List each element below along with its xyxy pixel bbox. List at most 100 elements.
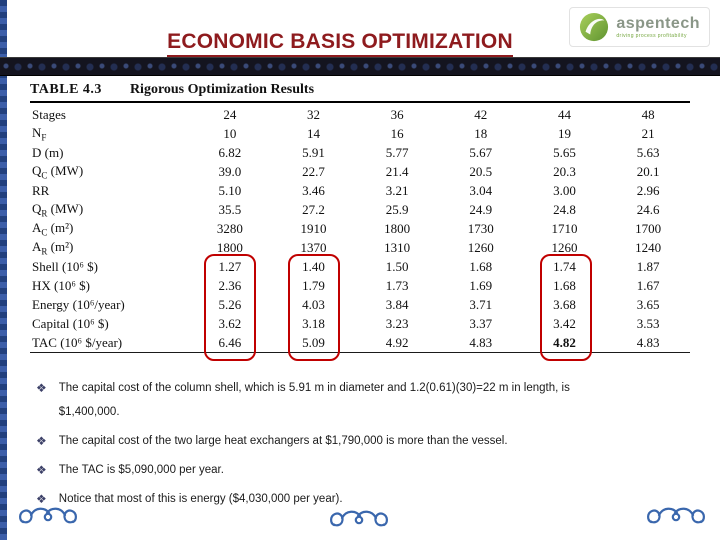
table-cell: 4.82 <box>553 334 576 350</box>
table-cell: 5.67 <box>469 144 493 160</box>
highlight-box-col-44 <box>540 254 592 361</box>
table-cell: 3.84 <box>385 296 409 312</box>
table-cell: 19 <box>557 125 571 141</box>
table-row: RR 5.10 3.46 3.21 3.04 3.00 2.96 <box>30 181 690 200</box>
top-ornament-band <box>0 57 720 76</box>
table-cell: 6.46 <box>218 334 242 350</box>
table-cell: 1700 <box>635 220 662 236</box>
table-cell: 4.83 <box>636 334 660 350</box>
table-cell: 1710 <box>551 220 578 236</box>
table-top-rule <box>30 101 690 103</box>
table-cell: 39.0 <box>218 163 242 179</box>
table-cell: 5.63 <box>636 144 660 160</box>
table-cell: 3.42 <box>553 315 576 331</box>
table-cell: 1260 <box>551 239 578 255</box>
table-cell: 44 <box>557 106 571 122</box>
table-cell: 2.96 <box>636 182 660 198</box>
table-cell: 32 <box>306 106 320 122</box>
table-cell: 24 <box>223 106 237 122</box>
table-cell: 3.46 <box>302 182 325 198</box>
row-label: Energy (10⁶/year) <box>32 296 125 312</box>
bullet-item: ❖ The TAC is $5,090,000 per year. <box>36 458 692 482</box>
bullet-text: The capital cost of the column shell, wh… <box>58 382 570 418</box>
table-cell: 20.1 <box>636 163 660 179</box>
table-row: QR (MW) 35.5 27.2 25.9 24.9 24.8 24.6 <box>30 200 690 219</box>
table-number: TABLE 4.3 <box>30 82 102 97</box>
table-cell: 36 <box>390 106 404 122</box>
cloud-ornament-left <box>19 507 77 524</box>
table-row: QC (MW) 39.0 22.7 21.4 20.5 20.3 20.1 <box>30 162 690 181</box>
table-cell: 1.69 <box>469 277 493 293</box>
row-label: Stages <box>32 106 66 122</box>
bullet-item: ❖ The capital cost of the column shell, w… <box>36 376 692 424</box>
table-cell: 5.77 <box>385 144 409 160</box>
table-cell: 3.23 <box>385 315 409 331</box>
table-cell: 3.00 <box>553 182 576 198</box>
table-cell: 6.82 <box>218 144 242 160</box>
table-cell: 1370 <box>300 239 327 255</box>
table-cell: 1.40 <box>302 258 325 274</box>
table-cell: 14 <box>306 125 320 141</box>
table-cell: 5.65 <box>553 144 576 160</box>
table-cell: 1910 <box>300 220 327 236</box>
bullet-text: Notice that most of this is energy ($4,0… <box>58 493 343 505</box>
table-cell: 4.03 <box>302 296 325 312</box>
table-cell: 4.83 <box>469 334 493 350</box>
table-cell: 3.53 <box>636 315 660 331</box>
table-row: AR (m²) 1800 1370 1310 1260 1260 1240 <box>30 238 690 257</box>
table-row: Shell (10⁶ $) 1.27 1.40 1.50 1.68 1.74 1.87 <box>30 257 690 276</box>
row-label: Capital (10⁶ $) <box>32 315 109 331</box>
table-row: AC (m²) 3280 1910 1800 1730 1710 1700 <box>30 219 690 238</box>
table-cell: 4.92 <box>385 334 409 350</box>
table-cell: 3.68 <box>553 296 576 312</box>
table-cell: 24.8 <box>553 201 576 217</box>
table-cell: 1.79 <box>302 277 325 293</box>
cloud-ornament-center <box>330 510 388 527</box>
table-cell: 21 <box>641 125 655 141</box>
table-cell: 24.6 <box>636 201 660 217</box>
table-cell: 18 <box>474 125 488 141</box>
row-label: D (m) <box>32 144 64 160</box>
bullet-item: ❖ Notice that most of this is energy ($4,… <box>36 487 692 511</box>
table-cell: 1730 <box>467 220 494 236</box>
diamond-bullet-icon: ❖ <box>36 434 47 448</box>
aspentech-logo-icon <box>580 12 609 42</box>
table-cell: 3280 <box>216 220 243 236</box>
table-cell: 1240 <box>635 239 662 255</box>
table-cell: 20.5 <box>469 163 493 179</box>
table-cell: 3.71 <box>469 296 493 312</box>
table-cell: 3.62 <box>218 315 242 331</box>
bullet-item: ❖ The capital cost of the two large heat … <box>36 429 692 453</box>
table-cell: 22.7 <box>302 163 325 179</box>
table-cell: 5.91 <box>302 144 325 160</box>
row-label: TAC (10⁶ $/year) <box>32 334 123 350</box>
logo-tagline: driving process profitability <box>616 33 687 39</box>
row-label: QC (MW) <box>32 162 84 181</box>
table-cell: 20.3 <box>553 163 576 179</box>
bullet-text: The TAC is $5,090,000 per year. <box>58 464 224 476</box>
table-cell: 1.67 <box>636 277 660 293</box>
row-label: QR (MW) <box>32 200 84 219</box>
logo-text: aspentech driving process profitability <box>616 15 700 39</box>
diamond-bullet-icon: ❖ <box>36 463 47 477</box>
aspentech-logo: aspentech driving process profitability <box>569 7 710 47</box>
logo-brand: aspentech <box>616 15 700 32</box>
bullet-list: ❖ The capital cost of the column shell, w… <box>36 376 692 516</box>
table-caption-row: TABLE 4.3 Rigorous Optimization Results <box>30 82 690 98</box>
table-row: NF 10 14 16 18 19 21 <box>30 124 690 143</box>
table-cell: 5.09 <box>302 334 325 350</box>
table-cell: 1.74 <box>553 258 576 274</box>
table-cell: 42 <box>474 106 488 122</box>
table-cell: 1.68 <box>469 258 493 274</box>
table-cell: 1.87 <box>636 258 660 274</box>
results-table: TABLE 4.3 Rigorous Optimization Results S… <box>30 82 690 361</box>
table-row: D (m) 6.82 5.91 5.77 5.67 5.65 5.63 <box>30 143 690 162</box>
table-cell: 48 <box>641 106 655 122</box>
table-row: HX (10⁶ $) 2.36 1.79 1.73 1.69 1.68 1.67 <box>30 276 690 295</box>
table-cell: 1.27 <box>218 258 242 274</box>
table-cell: 5.26 <box>218 296 242 312</box>
row-label: AR (m²) <box>32 238 74 257</box>
table-row: TAC (10⁶ $/year) 6.46 5.09 4.92 4.83 4.82 4.83 <box>30 333 690 353</box>
table-cell: 3.37 <box>469 315 493 331</box>
table-cell: 10 <box>223 125 237 141</box>
